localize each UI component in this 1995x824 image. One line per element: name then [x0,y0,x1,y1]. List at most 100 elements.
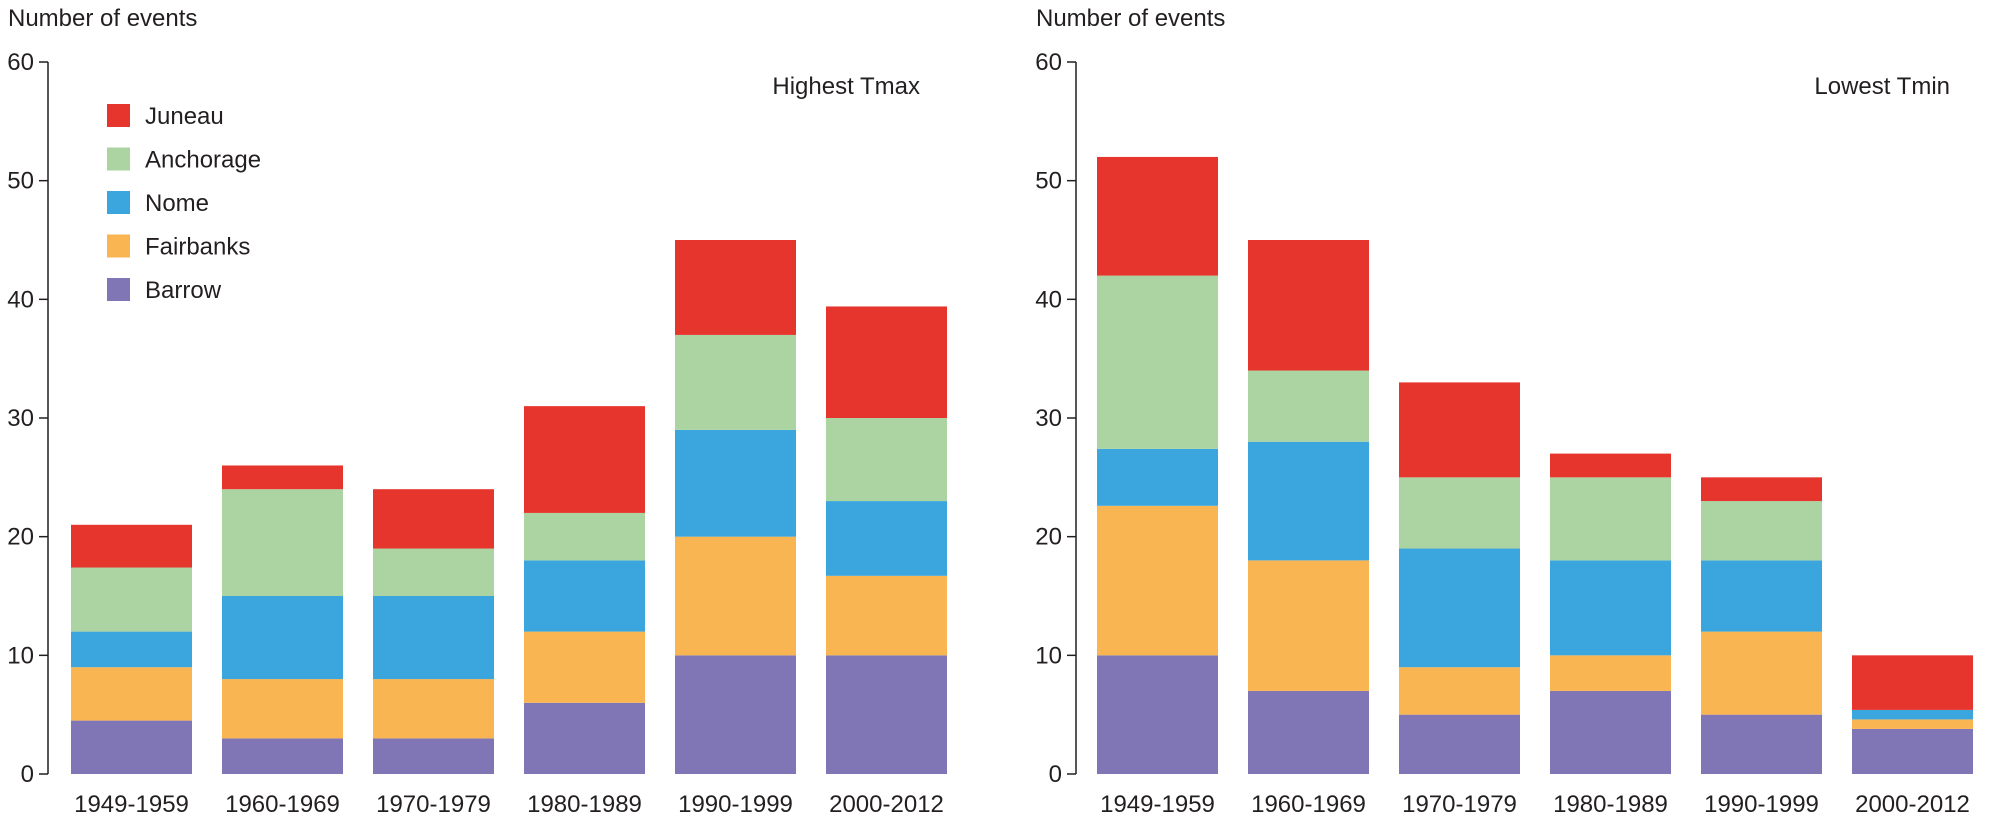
bar-segment-nome [1701,560,1822,632]
bar-segment-juneau [675,240,796,335]
legend-label: Anchorage [145,147,261,174]
y-tick-label: 40 [1035,286,1062,313]
bar-segment-anchorage [1097,275,1218,449]
bar-segment-nome [1097,448,1218,506]
bar-segment-anchorage [373,548,494,596]
y-tick-label: 30 [7,405,34,432]
bar-segment-juneau [1399,382,1520,478]
legend-label: Barrow [145,277,222,304]
bar-segment-juneau [373,489,494,549]
bar-segment-nome [1550,560,1671,656]
bar-segment-fairbanks [71,667,192,721]
x-tick-label: 1960-1969 [1251,791,1366,818]
legend-label: Nome [145,190,209,217]
bar-segment-anchorage [1701,501,1822,561]
bar-segment-barrow [826,655,947,774]
bar-segment-barrow [1399,714,1520,774]
y-tick-label: 10 [7,642,34,669]
bar-segment-nome [1852,709,1973,720]
x-tick-label: 1960-1969 [225,791,340,818]
bar-segment-barrow [1550,690,1671,774]
y-tick-label: 0 [21,761,34,788]
bar-segment-juneau [1701,477,1822,502]
legend-swatch-fairbanks [107,234,130,258]
y-tick-label: 0 [1049,761,1062,788]
y-tick-label: 60 [7,49,34,76]
x-tick-label: 1970-1979 [1402,791,1517,818]
bar-segment-fairbanks [1852,719,1973,729]
y-tick-label: 20 [1035,524,1062,551]
bar-segment-nome [675,429,796,537]
x-tick-label: 1949-1959 [74,791,189,818]
bar-segment-nome [524,560,645,632]
bar-segment-juneau [1248,240,1369,371]
bar-segment-anchorage [1399,477,1520,549]
bar-segment-barrow [1248,690,1369,774]
y-tick-label: 30 [1035,405,1062,432]
chart-title: Lowest Tmin [1814,73,1950,100]
bar-segment-fairbanks [373,679,494,739]
bar-segment-juneau [1550,453,1671,478]
bar-segment-fairbanks [1701,631,1822,715]
y-tick-label: 60 [1035,49,1062,76]
bar-segment-fairbanks [1248,560,1369,691]
bar-segment-barrow [1852,728,1973,774]
bar-segment-anchorage [71,567,192,632]
bar-segment-juneau [71,524,192,568]
bar-segment-anchorage [1248,370,1369,442]
y-tick-label: 40 [7,286,34,313]
legend-label: Fairbanks [145,234,250,261]
y-tick-label: 20 [7,524,34,551]
bar-segment-barrow [524,702,645,774]
legend-swatch-barrow [107,278,130,301]
bar-segment-nome [826,501,947,576]
bar-segment-juneau [524,406,645,513]
legend-swatch-juneau [107,104,130,127]
bar-segment-fairbanks [675,536,796,656]
bar-segment-fairbanks [826,575,947,656]
bar-segment-nome [373,596,494,680]
bar-segment-barrow [71,720,192,774]
x-tick-label: 1949-1959 [1100,791,1215,818]
bar-segment-fairbanks [1550,655,1671,691]
bar-segment-anchorage [826,418,947,502]
legend-swatch-anchorage [107,147,130,171]
y-tick-label: 10 [1035,642,1062,669]
x-tick-label: 2000-2012 [1855,791,1970,818]
chart-title: Highest Tmax [772,73,920,100]
legend-swatch-nome [107,191,130,214]
bar-segment-fairbanks [222,679,343,739]
bar-segment-juneau [222,465,343,490]
bar-segment-anchorage [222,489,343,596]
y-tick-label: 50 [7,168,34,195]
bar-segment-nome [1248,441,1369,561]
x-tick-label: 1980-1989 [1553,791,1668,818]
bar-segment-anchorage [675,334,796,430]
bar-segment-barrow [1701,714,1822,774]
bar-segment-barrow [373,738,494,774]
y-axis-label: Number of events [1036,5,1225,32]
bar-segment-fairbanks [524,631,645,703]
x-tick-label: 1970-1979 [376,791,491,818]
bar-segment-juneau [1097,156,1218,276]
bar-segment-nome [1399,548,1520,668]
bar-segment-barrow [1097,655,1218,774]
bar-segment-anchorage [524,512,645,561]
x-tick-label: 1980-1989 [527,791,642,818]
legend-label: Juneau [145,103,224,130]
bar-segment-fairbanks [1399,667,1520,715]
x-tick-label: 2000-2012 [829,791,944,818]
bar-segment-nome [71,631,192,668]
bar-segment-nome [222,596,343,680]
bar-segment-juneau [826,306,947,418]
bar-segment-anchorage [1550,477,1671,561]
bar-segment-barrow [222,738,343,774]
x-tick-label: 1990-1999 [678,791,793,818]
bar-segment-fairbanks [1097,505,1218,656]
y-axis-label: Number of events [8,5,197,32]
bar-segment-juneau [1852,655,1973,710]
x-tick-label: 1990-1999 [1704,791,1819,818]
bar-segment-barrow [675,655,796,774]
y-tick-label: 50 [1035,168,1062,195]
